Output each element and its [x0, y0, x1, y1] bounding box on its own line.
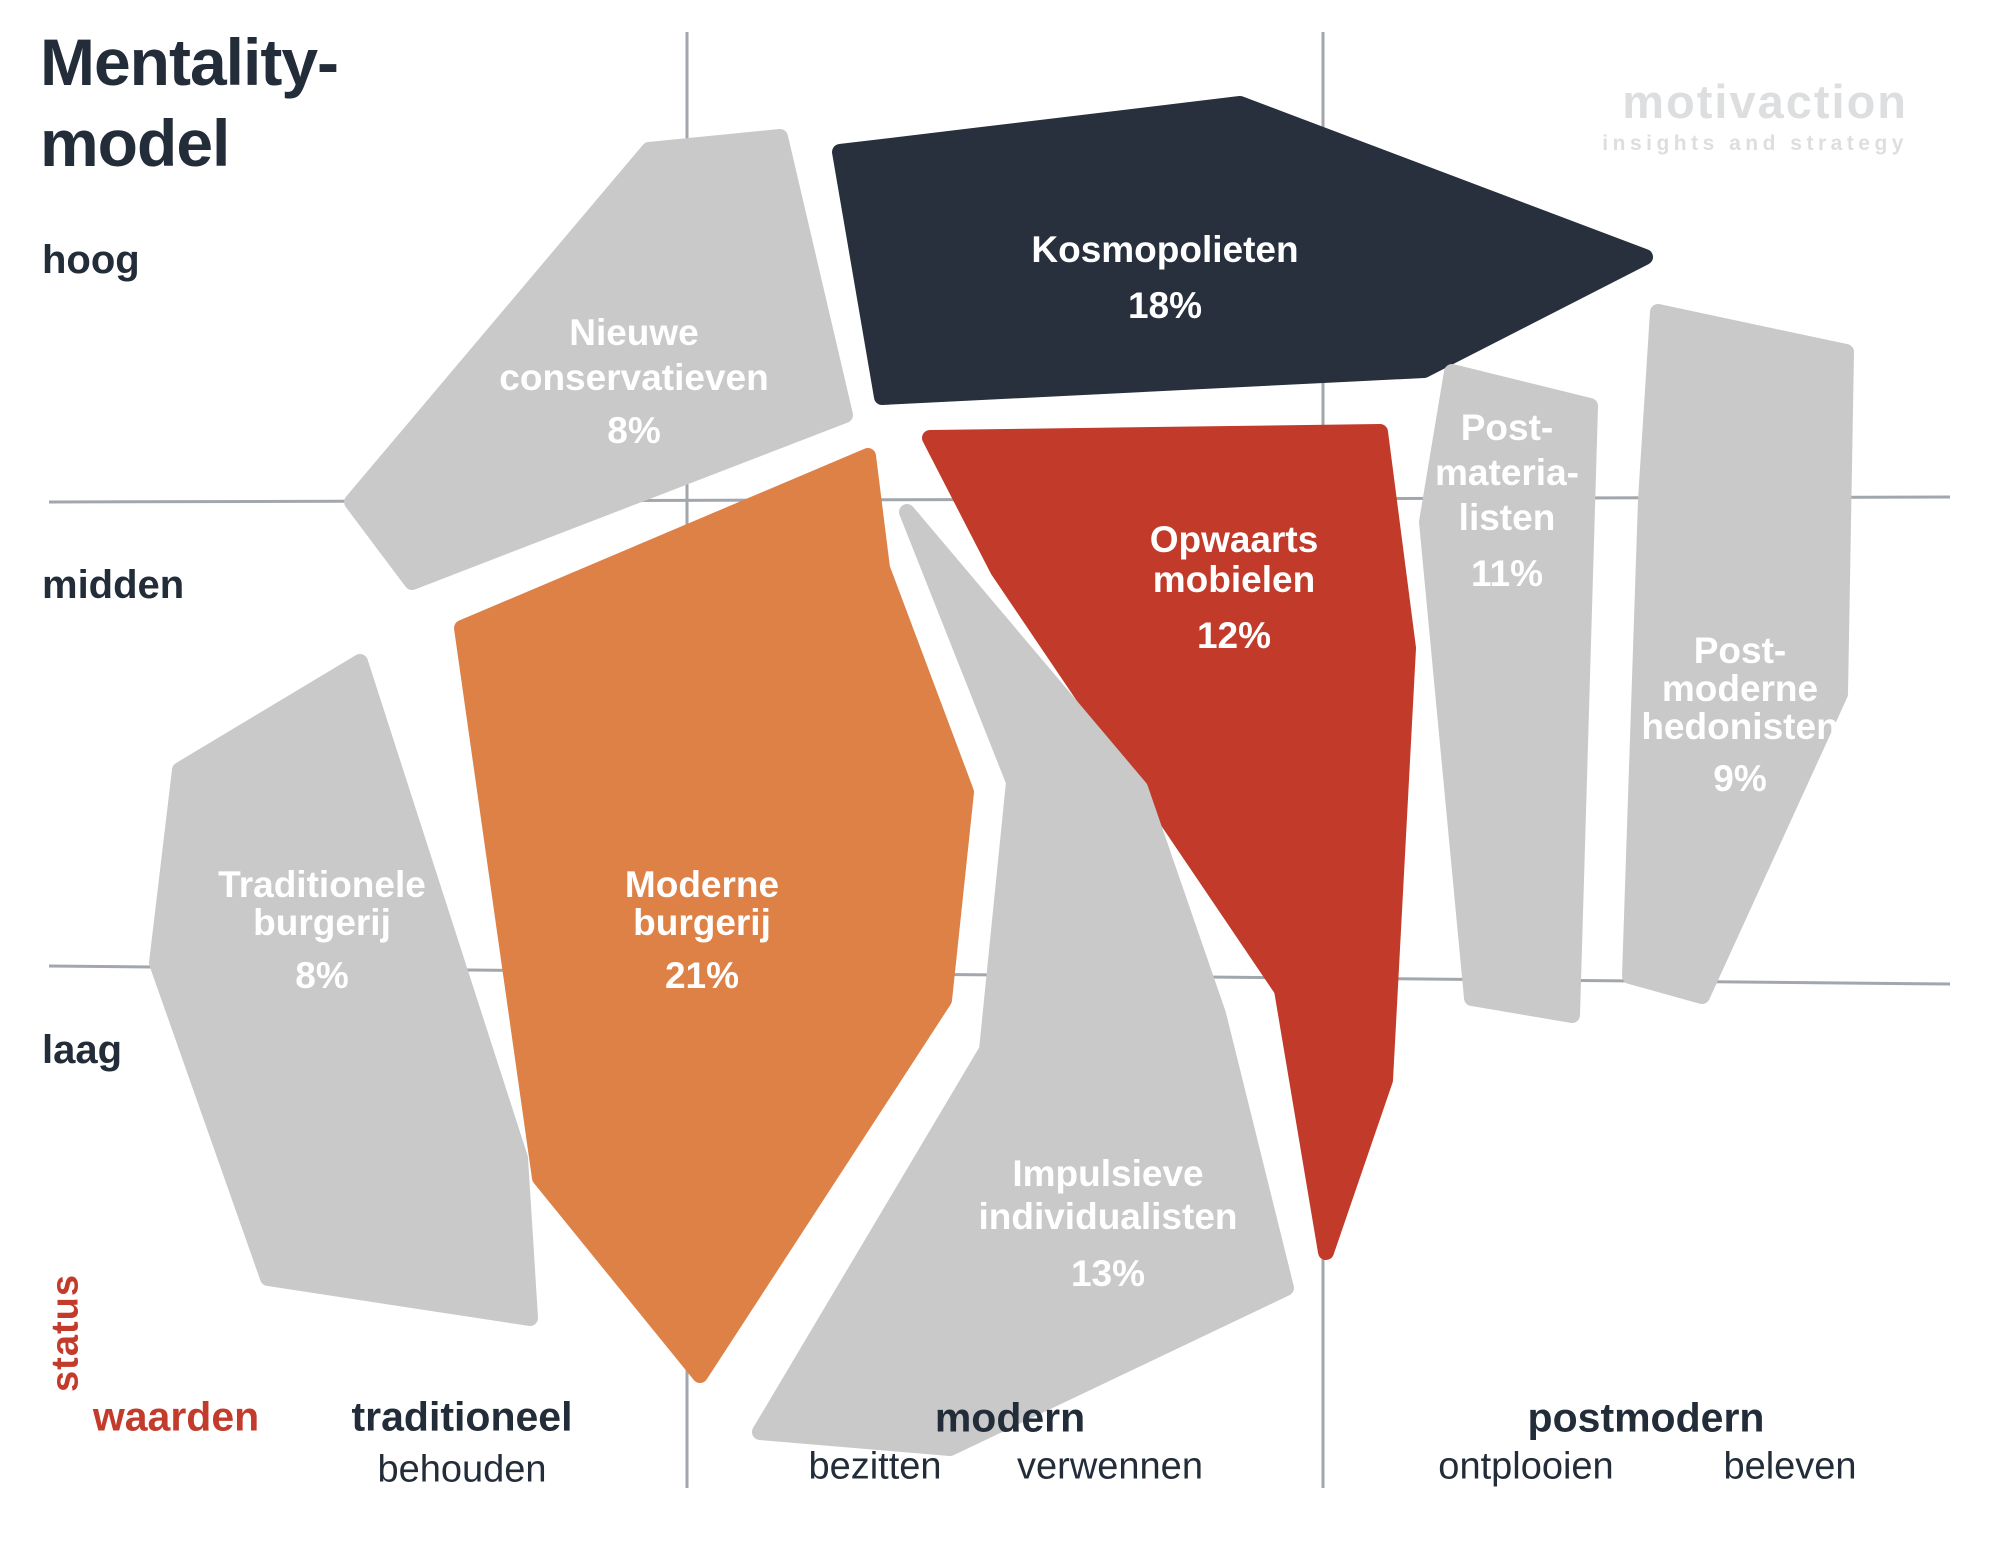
segment-label-nieuwe-conservatieven-line1: Nieuwe	[569, 312, 699, 353]
logo-tagline-text: insights and strategy	[1602, 132, 1908, 155]
milieu-segments	[149, 96, 1854, 1456]
segment-label-nieuwe-conservatieven-line2: conservatieven	[499, 357, 768, 398]
segment-nieuwe-conservatieven	[344, 129, 853, 590]
segment-label-moderne-burgerij-line2: burgerij	[633, 902, 771, 943]
sub-label-beleven: beleven	[1723, 1445, 1857, 1488]
segment-label-post-materialisten-line3: listen	[1459, 497, 1556, 538]
segment-label-post-materialisten-line1: Post-	[1461, 407, 1554, 448]
segment-label-post-moderne-hedonisten-line1: Post-	[1694, 630, 1787, 671]
segment-moderne-burgerij	[454, 448, 974, 1383]
segment-impulsieve-individualisten	[752, 504, 1294, 1456]
segment-percentage-post-materialisten: 11%	[1471, 553, 1543, 594]
segment-label-opwaarts-mobielen-line2: mobielen	[1153, 559, 1315, 600]
segment-percentage-kosmopolieten: 18%	[1128, 285, 1202, 326]
segment-percentage-post-moderne-hedonisten: 9%	[1713, 758, 1766, 799]
segment-label-post-moderne-hedonisten-line3: hedonisten	[1641, 706, 1838, 747]
sub-label-bezitten: bezitten	[808, 1445, 942, 1488]
segment-post-moderne-hedonisten	[1622, 304, 1854, 1004]
status-level-midden: midden	[42, 563, 185, 607]
segment-traditionele-burgerij	[149, 654, 538, 1326]
segment-label-traditionele-burgerij-line1: Traditionele	[218, 864, 426, 905]
sub-label-ontplooien: ontplooien	[1438, 1445, 1614, 1488]
segment-post-materialisten	[1419, 364, 1598, 1023]
segment-percentage-impulsieve-individualisten: 13%	[1071, 1253, 1145, 1294]
segment-percentage-traditionele-burgerij: 8%	[295, 955, 348, 996]
segment-label-post-moderne-hedonisten-line2: moderne	[1662, 668, 1818, 709]
segment-label-moderne-burgerij-line1: Moderne	[625, 864, 779, 905]
segment-label-post-materialisten-line2: materia-	[1435, 452, 1579, 493]
sub-label-behouden: behouden	[377, 1448, 547, 1491]
segment-label-opwaarts-mobielen-line1: Opwaarts	[1150, 519, 1319, 560]
segment-label-traditionele-burgerij-line2: burgerij	[253, 902, 391, 943]
status-axis-label: status	[44, 1274, 87, 1392]
waarden-axis-label: waarden	[92, 1393, 260, 1440]
segment-percentage-nieuwe-conservatieven: 8%	[607, 410, 660, 451]
category-postmodern: postmodern	[1527, 1394, 1765, 1441]
category-modern: modern	[934, 1394, 1086, 1441]
status-level-laag: laag	[42, 1028, 123, 1072]
status-level-hoog: hoog	[42, 238, 140, 282]
segment-percentage-opwaarts-mobielen: 12%	[1197, 615, 1271, 656]
motivaction-logo: motivaction insights and strategy	[1602, 78, 1908, 156]
sub-label-verwennen: verwennen	[1017, 1445, 1203, 1488]
segment-label-impulsieve-individualisten-line2: individualisten	[978, 1196, 1237, 1237]
page-title: Mentality- model	[40, 25, 339, 180]
segment-kosmopolieten	[832, 96, 1653, 405]
segment-label-kosmopolieten-line1: Kosmopolieten	[1031, 229, 1298, 270]
segment-opwaarts-mobielen	[922, 424, 1416, 1260]
category-traditioneel: traditioneel	[351, 1393, 573, 1440]
logo-brand-text: motivaction	[1622, 75, 1908, 128]
segment-label-impulsieve-individualisten-line1: Impulsieve	[1012, 1153, 1203, 1194]
segment-percentage-moderne-burgerij: 21%	[665, 955, 739, 996]
